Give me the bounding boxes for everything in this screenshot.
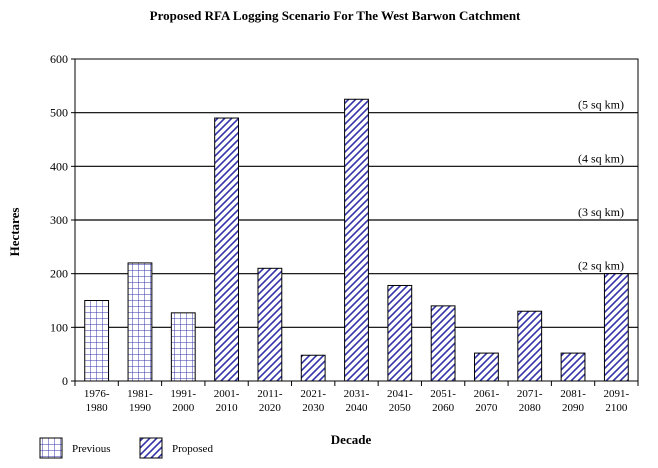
x-tick-label: 2040 <box>346 402 369 414</box>
x-tick-label: 2020 <box>259 402 282 414</box>
area-annotation: (3 sq km) <box>578 205 624 219</box>
x-tick-label: 2060 <box>432 402 455 414</box>
y-tick-label: 500 <box>50 106 68 120</box>
x-tick-label: 1991- <box>170 388 196 400</box>
x-tick-label: 2061- <box>474 388 500 400</box>
x-tick-label: 2071- <box>517 388 543 400</box>
bar-proposed <box>603 273 629 382</box>
bar-proposed <box>474 352 499 382</box>
x-tick-label: 2091- <box>604 388 630 400</box>
x-tick-label: 1990 <box>129 402 152 414</box>
bar-proposed <box>387 284 413 382</box>
bar-proposed <box>257 267 283 382</box>
x-tick-label: 2081- <box>560 388 586 400</box>
x-axis-title: Decade <box>331 432 372 447</box>
x-tick-label: 1981- <box>127 388 153 400</box>
x-tick-label: 2050 <box>389 402 412 414</box>
x-tick-label: 2090 <box>562 402 585 414</box>
bar-proposed <box>517 310 543 382</box>
bar-proposed <box>344 98 369 382</box>
y-tick-label: 600 <box>50 52 68 66</box>
bar-previous <box>170 312 196 382</box>
y-tick-label: 0 <box>62 374 68 388</box>
legend-label-proposed: Proposed <box>172 443 213 455</box>
legend: Previous Proposed <box>39 437 213 459</box>
x-tick-label: 2021- <box>300 388 326 400</box>
x-tick-label: 2041- <box>387 388 413 400</box>
x-tick-label: 2000 <box>172 402 195 414</box>
bar-previous <box>127 262 153 382</box>
x-tick-label: 2080 <box>519 402 542 414</box>
y-tick-label: 300 <box>50 213 68 227</box>
chart-title: Proposed RFA Logging Scenario For The We… <box>150 8 521 23</box>
x-tick-label: 1980 <box>86 402 109 414</box>
x-tick-label: 2010 <box>216 402 239 414</box>
area-annotation: (5 sq km) <box>578 98 624 112</box>
area-annotation: (2 sq km) <box>578 259 624 273</box>
bar-proposed <box>560 352 586 382</box>
x-tick-label: 2001- <box>214 388 240 400</box>
x-tick-label: 2030 <box>302 402 325 414</box>
legend-swatch-proposed <box>139 437 163 459</box>
y-tick-label: 200 <box>50 267 68 281</box>
y-tick-label: 100 <box>50 320 68 334</box>
x-tick-label: 1976- <box>84 388 110 400</box>
x-tick-label: 2070 <box>475 402 498 414</box>
y-tick-label: 400 <box>50 159 68 173</box>
bar-proposed <box>214 117 239 382</box>
legend-label-previous: Previous <box>72 443 111 455</box>
bar-previous <box>84 300 110 382</box>
y-axis-title: Hectares <box>7 208 22 257</box>
area-annotation: (4 sq km) <box>578 151 624 165</box>
x-tick-label: 2011- <box>257 388 283 400</box>
x-tick-label: 2031- <box>344 388 370 400</box>
legend-swatch-previous <box>39 437 63 459</box>
bar-proposed <box>430 305 456 382</box>
bar-proposed <box>300 354 326 382</box>
x-tick-label: 2100 <box>605 402 628 414</box>
x-tick-label: 2051- <box>430 388 456 400</box>
